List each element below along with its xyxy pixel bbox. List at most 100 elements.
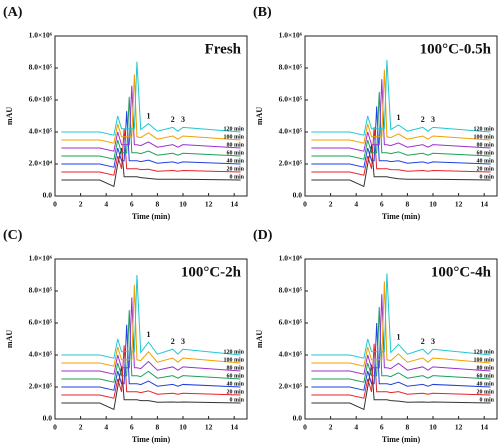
trace	[61, 128, 241, 176]
series-label: 40 min	[226, 381, 244, 387]
x-tick-label: 14	[230, 423, 238, 432]
series-label: 80 min	[226, 142, 244, 148]
series-label: 80 min	[226, 365, 244, 371]
peak-label: 3	[431, 337, 435, 346]
plot-frame	[54, 35, 248, 197]
peak-label: 3	[181, 115, 185, 124]
y-tick-label: 8.0×10⁵	[29, 286, 53, 295]
trace	[61, 85, 241, 152]
trace	[311, 364, 491, 411]
series-label: 120 min	[473, 126, 494, 132]
series-label: 80 min	[476, 365, 494, 371]
y-tick-label: 0.0	[43, 414, 53, 423]
y-tick-label: 6.0×10⁵	[279, 95, 303, 104]
series-label: 20 min	[226, 166, 244, 172]
trace	[311, 322, 491, 391]
panel-label: (B)	[253, 5, 272, 20]
x-tick-label: 10	[429, 200, 437, 209]
x-tick-label: 6	[380, 200, 384, 209]
y-axis-label: mAU	[255, 330, 264, 348]
x-axis-label: Time (min)	[382, 435, 421, 444]
x-tick-label: 12	[455, 200, 463, 209]
series-label: 0 min	[479, 397, 494, 403]
series-label: 20 min	[476, 166, 494, 172]
y-tick-label: 1.0×10⁶	[29, 254, 53, 263]
y-tick-label: 2.0×10⁵	[29, 382, 53, 391]
panel-label: (C)	[3, 228, 23, 243]
trace	[311, 69, 491, 144]
trace	[311, 294, 491, 375]
series-label: 0 min	[479, 174, 494, 180]
series-label: 20 min	[226, 389, 244, 395]
x-tick-label: 0	[53, 200, 57, 209]
x-tick-label: 6	[130, 200, 134, 209]
trace	[61, 310, 241, 383]
y-tick-label: 8.0×10⁵	[279, 286, 303, 295]
y-axis-label: mAU	[5, 107, 14, 125]
x-axis-label: Time (min)	[132, 212, 171, 221]
trace	[311, 273, 491, 359]
plot-frame	[54, 258, 248, 420]
trace	[311, 306, 491, 383]
y-tick-label: 1.0×10⁶	[279, 31, 303, 40]
trace	[61, 61, 241, 136]
x-tick-label: 8	[156, 200, 160, 209]
x-tick-label: 10	[179, 423, 187, 432]
y-tick-label: 0.0	[293, 414, 303, 423]
series-label: 60 min	[476, 373, 494, 379]
plot-frame	[304, 258, 498, 420]
x-tick-label: 14	[480, 200, 488, 209]
y-tick-label: 2.0×10⁴	[29, 159, 53, 168]
trace	[311, 91, 491, 160]
x-tick-label: 0	[53, 423, 57, 432]
trace	[61, 111, 241, 168]
chart-title: 100°C-2h	[181, 264, 242, 280]
peak-label: 3	[431, 115, 435, 124]
x-tick-label: 14	[230, 200, 238, 209]
peak-label: 1	[396, 113, 400, 122]
x-tick-label: 6	[130, 423, 134, 432]
y-tick-label: 6.0×10⁵	[279, 318, 303, 327]
x-tick-label: 14	[480, 423, 488, 432]
trace	[61, 274, 241, 359]
trace	[311, 127, 491, 176]
x-tick-label: 6	[380, 423, 384, 432]
y-tick-label: 4.0×10⁵	[29, 127, 53, 136]
trace	[311, 343, 491, 399]
trace	[311, 59, 491, 136]
y-tick-label: 6.0×10⁵	[29, 95, 53, 104]
series-label: 100 min	[473, 134, 494, 140]
y-axis-label: mAU	[255, 107, 264, 125]
x-tick-label: 2	[79, 423, 83, 432]
x-tick-label: 10	[179, 200, 187, 209]
x-tick-label: 8	[406, 200, 410, 209]
x-axis-label: Time (min)	[132, 435, 171, 444]
x-tick-label: 12	[205, 200, 213, 209]
panel-label: (A)	[3, 5, 23, 20]
chart-title: 100°C-4h	[431, 264, 492, 280]
trace	[61, 147, 241, 188]
trace	[311, 144, 491, 188]
series-label: 120 min	[223, 126, 244, 132]
y-tick-label: 4.0×10⁵	[29, 350, 53, 359]
trace	[61, 324, 241, 391]
peak-label: 1	[146, 330, 150, 339]
x-tick-label: 10	[429, 423, 437, 432]
y-tick-label: 4.0×10⁵	[279, 350, 303, 359]
plot-frame	[304, 35, 498, 197]
trace	[311, 281, 491, 367]
y-tick-label: 0.0	[43, 191, 53, 200]
series-label: 60 min	[226, 150, 244, 156]
peak-label: 2	[421, 115, 425, 124]
y-tick-label: 4.0×10⁵	[279, 127, 303, 136]
y-axis-label: mAU	[5, 330, 14, 348]
chart-title: 100°C-0.5h	[420, 41, 492, 57]
series-label: 80 min	[476, 142, 494, 148]
y-tick-label: 2.0×10⁵	[279, 382, 303, 391]
x-axis-label: Time (min)	[382, 212, 421, 221]
series-label: 0 min	[229, 397, 244, 403]
x-tick-label: 12	[455, 423, 463, 432]
x-tick-label: 4	[104, 423, 108, 432]
series-label: 100 min	[223, 357, 244, 363]
